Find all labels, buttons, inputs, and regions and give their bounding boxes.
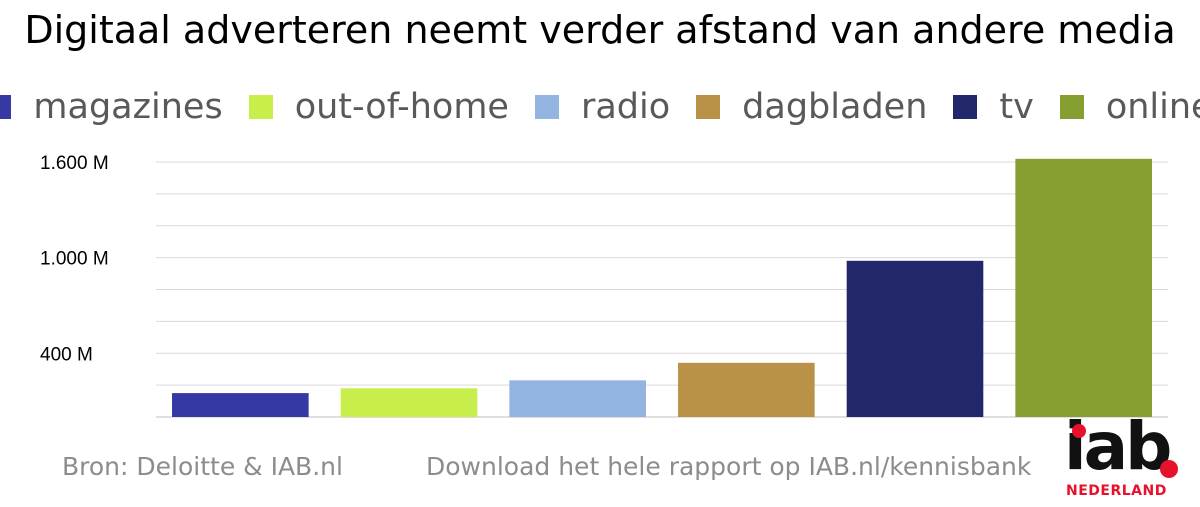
logo-wordmark: iab <box>1064 408 1172 485</box>
logo-subtitle: NEDERLAND <box>1066 483 1167 499</box>
bar-out-of-home <box>340 388 478 417</box>
legend-label: dagbladen <box>742 87 928 127</box>
bar-radio <box>509 380 646 417</box>
bar-dagbladen <box>678 362 815 417</box>
bar-online <box>1015 158 1152 417</box>
legend-label: tv <box>999 87 1034 127</box>
legend-item-radio: radio <box>534 87 671 127</box>
chart-title: Digitaal adverteren neemt verder afstand… <box>24 8 1176 52</box>
legend-label: out-of-home <box>294 87 509 127</box>
legend-item-online: online <box>1059 87 1200 127</box>
legend-item-dagbladen: dagbladen <box>696 87 927 127</box>
legend-swatch <box>1059 95 1084 119</box>
legend-swatch <box>953 95 978 119</box>
legend-item-tv: tv <box>953 87 1034 127</box>
logo-dot-top <box>1072 424 1086 438</box>
legend-swatch <box>0 95 12 119</box>
chart-legend: magazines out-of-home radio dagbladen tv onli… <box>0 84 1200 130</box>
y-tick-label: 1.000 M <box>40 249 109 270</box>
legend-label: online <box>1105 87 1200 127</box>
legend-item-magazines: magazines <box>0 87 223 127</box>
download-link[interactable]: Download het hele rapport op IAB.nl/kenn… <box>426 452 1032 481</box>
legend-swatch <box>696 95 721 119</box>
bar-tv <box>846 260 984 417</box>
y-tick-label: 1.600 M <box>40 153 109 174</box>
legend-item-out-of-home: out-of-home <box>248 87 509 127</box>
legend-swatch <box>534 95 559 119</box>
iab-logo: iab NEDERLAND <box>1064 408 1194 504</box>
logo-dot-end <box>1160 460 1178 478</box>
legend-swatch <box>248 95 273 119</box>
y-tick-label: 400 M <box>40 344 93 365</box>
legend-label: radio <box>580 87 671 127</box>
legend-label: magazines <box>33 87 223 127</box>
bar-magazines <box>172 393 309 417</box>
source-note: Bron: Deloitte & IAB.nl <box>62 452 343 481</box>
